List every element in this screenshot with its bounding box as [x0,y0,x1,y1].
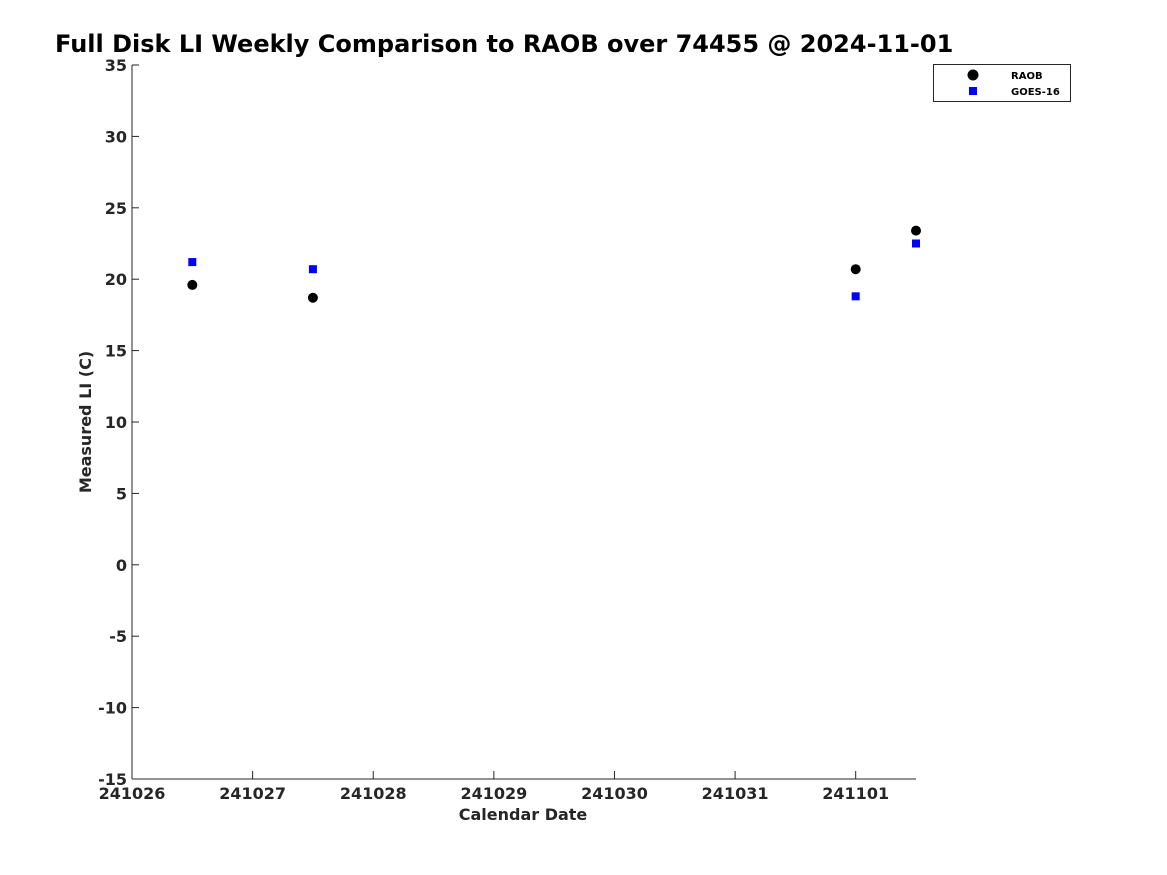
legend-marker-raob [967,69,979,81]
x-axis-label: Calendar Date [459,805,588,824]
y-tick-label: 15 [105,342,127,361]
y-tick-label: -5 [109,627,127,646]
y-tick-label: 30 [105,127,127,146]
data-point-raob [911,225,921,236]
legend: RAOB GOES-16 [933,64,1071,102]
x-tick-label: 241026 [99,784,166,803]
y-tick-label: 5 [116,484,127,503]
x-axis-ticks: 241026 241027 241028 241029 241030 241031 2411… [99,771,889,803]
y-tick-label: 35 [105,56,127,75]
y-tick-label: 25 [105,199,127,218]
plot-area [131,65,916,780]
data-point-goes-16 [912,239,920,248]
y-axis-label: Measured LI (C) [76,351,95,493]
x-tick-label: 241030 [581,784,648,803]
data-point-goes-16 [188,258,197,267]
data-point-goes-16 [851,292,860,301]
y-tick-label: 10 [105,413,127,432]
series-raob [187,225,921,303]
data-point-raob [850,264,861,275]
y-tick-label: 20 [105,270,127,289]
y-axis-ticks: -15 -10 -5 0 5 10 15 20 25 30 35 [98,56,139,789]
y-tick-label: 0 [116,556,127,575]
x-tick-label: 241028 [340,784,407,803]
data-point-raob [187,279,198,290]
y-tick-label: -15 [98,770,127,789]
legend-box [933,64,1071,102]
x-tick-label: 241101 [822,784,889,803]
x-tick-label: 241031 [702,784,769,803]
legend-marker-goes16 [969,87,977,95]
x-tick-label: 241027 [219,784,286,803]
chart-title: Full Disk LI Weekly Comparison to RAOB o… [55,30,953,58]
legend-label-goes16: GOES-16 [1011,87,1060,98]
x-tick-label: 241029 [460,784,527,803]
series-layer [187,225,921,303]
y-tick-label: -10 [98,699,127,718]
data-point-goes-16 [308,265,317,274]
series-goes-16 [188,239,920,301]
data-point-raob [307,292,318,303]
legend-label-raob: RAOB [1011,71,1043,82]
